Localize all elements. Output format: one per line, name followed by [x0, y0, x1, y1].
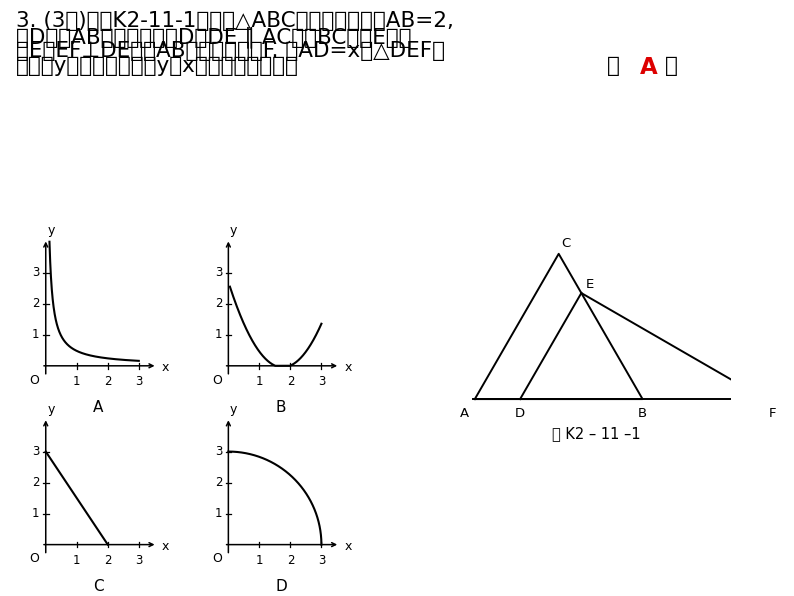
- Text: x: x: [162, 539, 169, 552]
- Text: C: C: [561, 237, 570, 250]
- Text: 3. (3分)如图K2-11-1，已知△ABC为等边三角形，AB=2,: 3. (3分)如图K2-11-1，已知△ABC为等边三角形，AB=2,: [16, 11, 453, 32]
- Text: 1: 1: [32, 507, 40, 520]
- Text: y: y: [48, 224, 55, 237]
- Text: F: F: [769, 408, 777, 421]
- Text: 面积为y，则能大致反映y与x函数关系的图象是: 面积为y，则能大致反映y与x函数关系的图象是: [16, 56, 299, 76]
- Text: O: O: [212, 552, 222, 566]
- Text: y: y: [230, 403, 237, 416]
- Text: 2: 2: [32, 297, 40, 311]
- Text: 2: 2: [32, 476, 40, 489]
- Text: 3: 3: [33, 445, 40, 458]
- Text: D: D: [515, 408, 525, 421]
- Text: 3: 3: [33, 266, 40, 280]
- Text: 2: 2: [287, 375, 294, 388]
- Text: O: O: [29, 552, 40, 566]
- Text: 3: 3: [215, 266, 222, 280]
- Text: 3: 3: [318, 375, 325, 388]
- Text: A: A: [460, 408, 468, 421]
- Text: 点D为边AB上一点，过点D作DE ∥ AC，交BC于点E，过: 点D为边AB上一点，过点D作DE ∥ AC，交BC于点E，过: [16, 26, 411, 48]
- Text: C: C: [93, 579, 104, 594]
- Text: 2: 2: [214, 476, 222, 489]
- Text: （: （: [607, 56, 619, 76]
- Text: A: A: [93, 400, 104, 415]
- Text: 1: 1: [32, 328, 40, 342]
- Text: B: B: [638, 408, 647, 421]
- Text: x: x: [345, 539, 352, 552]
- Text: x: x: [345, 361, 352, 374]
- Text: 2: 2: [214, 297, 222, 311]
- Text: 1: 1: [256, 375, 263, 388]
- Text: 1: 1: [214, 328, 222, 342]
- Text: 3: 3: [318, 554, 325, 567]
- Text: E: E: [585, 278, 594, 291]
- Text: 1: 1: [214, 507, 222, 520]
- Text: y: y: [230, 224, 237, 237]
- Text: 3: 3: [135, 375, 142, 388]
- Text: 点E作EF⊥DE，交AB的延长线于点F. 设AD=x，△DEF的: 点E作EF⊥DE，交AB的延长线于点F. 设AD=x，△DEF的: [16, 41, 445, 61]
- Text: 1: 1: [73, 554, 80, 567]
- Text: 2: 2: [287, 554, 294, 567]
- Text: 1: 1: [73, 375, 80, 388]
- Text: y: y: [48, 403, 55, 416]
- Text: x: x: [162, 361, 169, 374]
- Text: 3: 3: [215, 445, 222, 458]
- Text: ）: ）: [665, 56, 678, 76]
- Text: A: A: [632, 56, 665, 79]
- Text: 2: 2: [104, 375, 111, 388]
- Text: D: D: [276, 579, 287, 594]
- Text: 1: 1: [256, 554, 263, 567]
- Text: B: B: [276, 400, 287, 415]
- Text: 图 K2 – 11 –1: 图 K2 – 11 –1: [552, 426, 641, 442]
- Text: O: O: [29, 374, 40, 387]
- Text: 3: 3: [135, 554, 142, 567]
- Text: O: O: [212, 374, 222, 387]
- Text: 2: 2: [104, 554, 111, 567]
